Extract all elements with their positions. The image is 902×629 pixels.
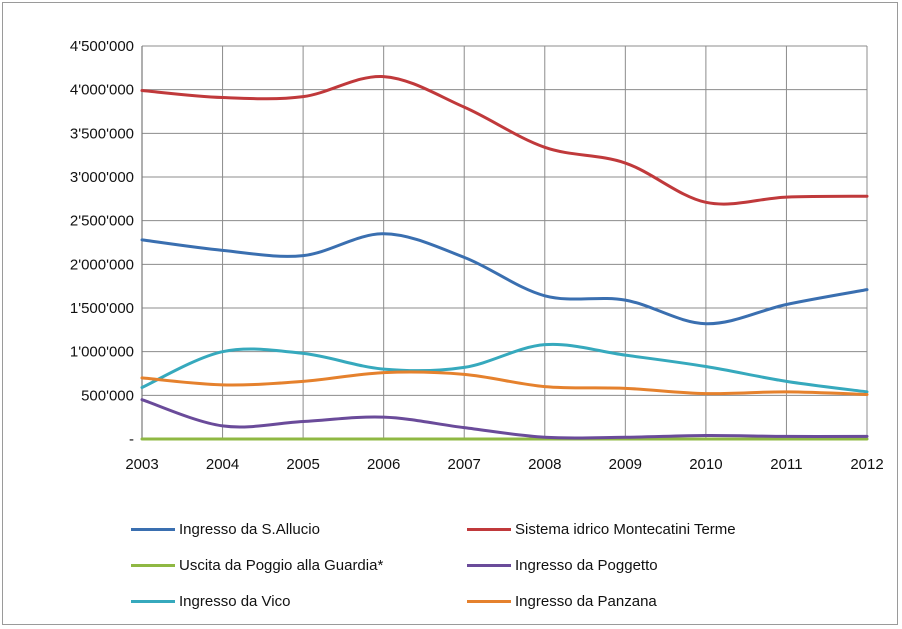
y-tick-label: 1'500'000 bbox=[70, 300, 134, 317]
y-tick-label: - bbox=[129, 431, 134, 448]
x-tick-label: 2004 bbox=[206, 456, 239, 473]
y-tick-label: 1'000'000 bbox=[70, 344, 134, 361]
legend-label: Ingresso da Poggetto bbox=[515, 557, 658, 574]
legend-item: Sistema idrico Montecatini Terme bbox=[467, 521, 736, 538]
series-line-ingresso-da-panzana bbox=[140, 370, 869, 396]
legend-item: Ingresso da Panzana bbox=[467, 593, 657, 610]
x-tick-label: 2007 bbox=[448, 456, 481, 473]
x-tick-label: 2008 bbox=[528, 456, 561, 473]
legend-swatch bbox=[131, 564, 175, 567]
x-tick-label: 2009 bbox=[609, 456, 642, 473]
y-tick-label: 2'500'000 bbox=[70, 213, 134, 230]
legend-swatch bbox=[467, 600, 511, 603]
line-chart: - 500'000 1'000'000 1'500'000 2'000'000 2'500… bbox=[70, 38, 884, 473]
legend-swatch bbox=[467, 528, 511, 531]
y-tick-label: 4'500'000 bbox=[70, 38, 134, 55]
x-axis-ticks: 2003 2004 2005 2006 2007 2008 2009 2010 2011 2012 bbox=[125, 456, 883, 473]
x-tick-label: 2012 bbox=[850, 456, 883, 473]
legend-swatch bbox=[131, 528, 175, 531]
x-tick-label: 2003 bbox=[125, 456, 158, 473]
legend-label: Ingresso da S.Allucio bbox=[179, 521, 320, 538]
x-tick-label: 2010 bbox=[689, 456, 722, 473]
y-tick-label: 3'000'000 bbox=[70, 169, 134, 186]
y-tick-label: 2'000'000 bbox=[70, 256, 134, 273]
legend-item: Ingresso da Poggetto bbox=[467, 557, 658, 574]
legend-label: Sistema idrico Montecatini Terme bbox=[515, 521, 736, 538]
x-tick-label: 2006 bbox=[367, 456, 400, 473]
series-line-ingresso-da-poggetto bbox=[140, 398, 869, 440]
series-line-ingresso-da-s-allucio bbox=[140, 232, 869, 326]
legend-swatch bbox=[467, 564, 511, 567]
series-line-ingresso-da-vico bbox=[140, 342, 869, 394]
series-lines bbox=[140, 75, 869, 441]
legend-label: Uscita da Poggio alla Guardia* bbox=[179, 557, 384, 574]
legend-label: Ingresso da Vico bbox=[179, 593, 291, 610]
y-axis-ticks: - 500'000 1'000'000 1'500'000 2'000'000 2'500… bbox=[70, 38, 134, 448]
y-tick-label: 4'000'000 bbox=[70, 82, 134, 99]
legend-item: Uscita da Poggio alla Guardia* bbox=[131, 557, 383, 574]
x-tick-label: 2011 bbox=[770, 456, 802, 473]
x-tick-label: 2005 bbox=[286, 456, 319, 473]
series-line-sistema-idrico-montecatini-terme bbox=[140, 75, 869, 206]
y-tick-label: 3'500'000 bbox=[70, 125, 134, 142]
legend-swatch bbox=[131, 600, 175, 603]
legend-item: Ingresso da S.Allucio bbox=[131, 521, 320, 538]
legend-label: Ingresso da Panzana bbox=[515, 593, 657, 610]
y-tick-label: 500'000 bbox=[81, 387, 134, 404]
legend-item: Ingresso da Vico bbox=[131, 593, 290, 610]
